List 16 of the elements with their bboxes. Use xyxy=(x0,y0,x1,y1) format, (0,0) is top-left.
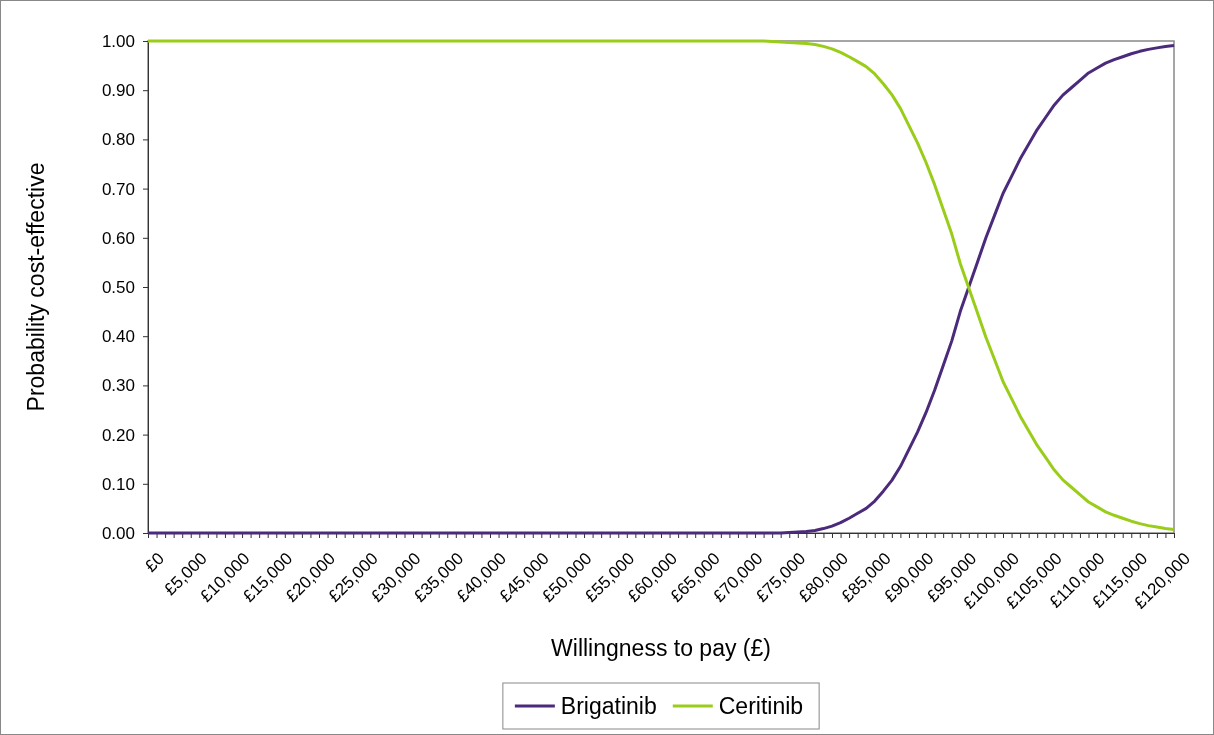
y-tick-label: 0.60 xyxy=(101,228,135,248)
legend-label: Brigatinib xyxy=(560,693,657,720)
y-tick-label: 0.40 xyxy=(101,327,135,347)
y-tick-label: 1.00 xyxy=(101,31,135,51)
y-tick-label: 0.30 xyxy=(101,376,135,396)
y-axis-title: Probability cost-effective xyxy=(23,162,49,412)
y-tick-label: 0.20 xyxy=(101,425,135,445)
legend-label: Ceritinib xyxy=(718,693,804,720)
y-tick-label: 0.10 xyxy=(101,474,135,494)
y-tick-label: 0.80 xyxy=(101,130,135,150)
y-tick-label: 0.70 xyxy=(101,179,135,199)
y-tick-label: 0.90 xyxy=(101,81,135,101)
x-axis-title: Willingness to pay (£) xyxy=(551,635,771,661)
y-tick-label: 0.50 xyxy=(101,277,135,297)
y-tick-label: 0.00 xyxy=(101,523,135,543)
x-tick-label: £0 xyxy=(141,548,168,576)
